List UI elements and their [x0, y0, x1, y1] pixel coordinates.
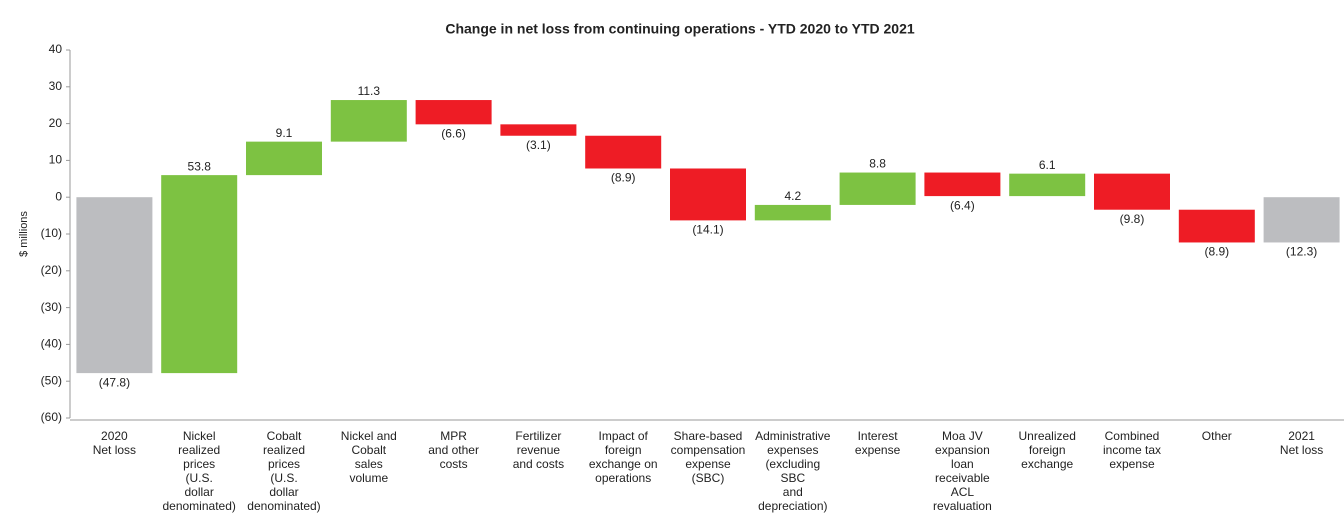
bar: [161, 175, 238, 374]
data-label: 53.8: [188, 159, 212, 173]
y-tick-label: 0: [55, 189, 62, 203]
y-tick-label: (20): [41, 263, 62, 277]
data-label: 4.2: [784, 189, 801, 203]
x-tick-label: MPR and other costs: [428, 429, 479, 471]
data-label: (6.4): [950, 198, 975, 212]
x-tick-label: Unrealized foreign exchange: [1018, 429, 1076, 471]
y-tick-label: (60): [41, 410, 62, 424]
x-tick-label: Interest expense: [854, 429, 901, 457]
data-label: (14.1): [692, 223, 723, 237]
bar: [924, 172, 1001, 197]
bar: [1094, 173, 1170, 210]
x-tick-label: Other: [1201, 429, 1232, 443]
bar: [1178, 209, 1255, 243]
x-tick-label: Fertilizer revenue and costs: [512, 429, 565, 471]
y-tick-label: (10): [41, 226, 62, 240]
x-tick-label: Share-based compensation expense (SBC): [670, 429, 746, 485]
data-label: (12.3): [1286, 245, 1317, 259]
data-label: (9.8): [1120, 212, 1145, 226]
bar: [415, 100, 492, 125]
bar: [1009, 173, 1086, 197]
x-tick-label: Impact of foreign exchange on operations: [588, 429, 658, 485]
bar: [839, 172, 916, 205]
data-label: 6.1: [1039, 158, 1056, 172]
bar: [330, 100, 407, 142]
x-tick-label: 2021 Net loss: [1279, 429, 1324, 457]
x-tick-label: Combined income tax expense: [1102, 429, 1162, 471]
x-tick-label: Nickel realized prices (U.S. dollar deno…: [162, 429, 236, 513]
bar: [585, 135, 662, 169]
data-label: 9.1: [276, 126, 293, 140]
bar: [670, 168, 746, 221]
bar: [246, 141, 322, 176]
data-label: 8.8: [869, 157, 886, 171]
bar: [500, 124, 577, 136]
bar: [754, 204, 831, 221]
x-tick-label: Cobalt realized prices (U.S. dollar deno…: [247, 429, 321, 513]
bar: [1263, 197, 1340, 243]
x-tick-label: Administrative expenses (excluding SBC a…: [755, 429, 831, 513]
chart-title: Change in net loss from continuing opera…: [445, 21, 915, 37]
y-axis-label: $ millions: [18, 211, 30, 257]
x-tick-label: Moa JV expansion loan receivable ACL rev…: [933, 429, 992, 513]
data-label: (8.9): [611, 171, 636, 185]
y-tick-label: (40): [41, 337, 62, 351]
bar: [76, 197, 153, 374]
data-label: (8.9): [1204, 245, 1229, 259]
data-label: 11.3: [358, 84, 381, 98]
x-tick-label: 2020 Net loss: [92, 429, 137, 457]
y-tick-label: 30: [49, 79, 63, 93]
y-tick-label: 20: [49, 116, 63, 130]
data-label: (6.6): [441, 127, 466, 141]
x-tick-label: Nickel and Cobalt sales volume: [340, 429, 397, 485]
data-label: (3.1): [526, 138, 551, 152]
data-label: (47.8): [99, 375, 130, 389]
y-tick-label: 40: [49, 42, 63, 56]
y-tick-label: (30): [41, 300, 62, 314]
y-tick-label: (50): [41, 373, 62, 387]
y-tick-label: 10: [49, 153, 63, 167]
